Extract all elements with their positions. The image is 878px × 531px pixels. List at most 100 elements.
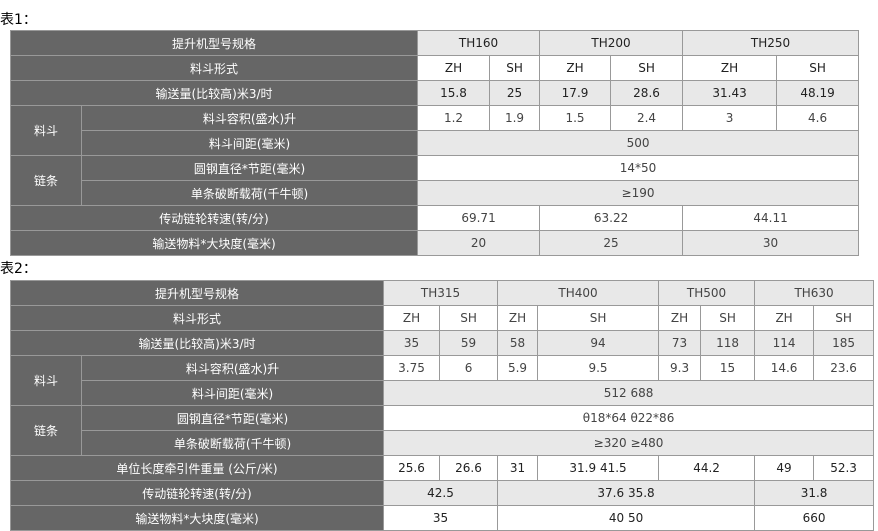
cell: 9.5 [537, 355, 660, 381]
row-label: 单条破断载荷(千牛顿) [80, 430, 385, 456]
table-row: 单条破断载荷(千牛顿) ≥320 ≥480 [11, 430, 875, 456]
cell: ZH [682, 55, 778, 81]
cell: 25 [489, 80, 541, 106]
cell: 35 [383, 505, 499, 531]
model-header: TH160 [417, 30, 541, 56]
group-label: 链条 [10, 155, 82, 206]
row-label: 输送物料*大块度(毫米) [9, 505, 385, 531]
cell: 42.5 [383, 480, 499, 506]
row-label: 输送量(比较高)米3/时 [9, 80, 419, 106]
cell: 28.6 [610, 80, 684, 106]
cell: 1.9 [489, 105, 541, 131]
table-row: 输送物料*大块度(毫米) 20 25 30 [9, 230, 860, 256]
table-row: 料斗形式 ZH SH ZH SH ZH SH [9, 55, 860, 81]
cell: SH [813, 305, 875, 331]
row-label: 料斗间距(毫米) [80, 130, 419, 156]
table-row: 单条破断载荷(千牛顿) ≥190 [11, 180, 860, 206]
table-row: 输送量(比较高)米3/时 15.8 25 17.9 28.6 31.43 48.19 [9, 80, 860, 106]
table-row: 料斗间距(毫米) 512 688 [11, 380, 875, 406]
table-row: 提升机型号规格 TH160 TH200 TH250 [9, 30, 860, 56]
cell: 1.2 [417, 105, 491, 131]
table-row: 传动链轮转速(转/分) 69.71 63.22 44.11 [9, 205, 860, 231]
table-row: 链条 圆钢直径*节距(毫米) 14*50 [10, 155, 860, 206]
cell: 52.3 [813, 455, 875, 481]
cell: 114 [754, 330, 815, 356]
cell: 118 [700, 330, 756, 356]
table-row: 链条 圆钢直径*节距(毫米) θ18*64 θ22*86 [10, 405, 875, 456]
cell: ≥190 [417, 180, 860, 206]
cell: 40 50 [497, 505, 756, 531]
row-label: 单条破断载荷(千牛顿) [80, 180, 419, 206]
cell: 44.2 [658, 455, 756, 481]
row-label: 输送量(比较高)米3/时 [9, 330, 385, 356]
cell: 2.4 [610, 105, 684, 131]
cell: 9.3 [658, 355, 702, 381]
group-label: 料斗 [10, 105, 82, 156]
cell: 500 [417, 130, 860, 156]
row-label: 圆钢直径*节距(毫米) [80, 405, 385, 431]
row-label: 料斗容积(盛水)升 [80, 105, 419, 131]
cell: 512 688 [383, 380, 875, 406]
cell: 6 [439, 355, 499, 381]
cell: 14.6 [754, 355, 815, 381]
row-label: 提升机型号规格 [9, 280, 385, 306]
table-row: 输送量(比较高)米3/时 35 59 58 94 73 118 114 185 [9, 330, 875, 356]
table-row: 料斗 料斗容积(盛水)升 3.75 6 5.9 9.5 9.3 15 14.6 23.6 [10, 355, 875, 406]
cell: SH [700, 305, 756, 331]
cell: 31.8 [754, 480, 875, 506]
cell: 660 [754, 505, 875, 531]
cell: ZH [497, 305, 539, 331]
table-row: 输送物料*大块度(毫米) 35 40 50 660 [9, 505, 875, 531]
cell: SH [776, 55, 860, 81]
cell: 48.19 [776, 80, 860, 106]
cell: SH [610, 55, 684, 81]
cell: 31.43 [682, 80, 778, 106]
cell: 25.6 [383, 455, 441, 481]
cell: 59 [439, 330, 499, 356]
model-header: TH200 [539, 30, 684, 56]
cell: 44.11 [682, 205, 860, 231]
cell: 5.9 [497, 355, 539, 381]
cell: 31 [497, 455, 539, 481]
cell: 49 [754, 455, 815, 481]
cell: ZH [539, 55, 612, 81]
cell: ZH [754, 305, 815, 331]
model-header: TH250 [682, 30, 860, 56]
row-label: 提升机型号规格 [9, 30, 419, 56]
cell: 58 [497, 330, 539, 356]
cell: 63.22 [539, 205, 684, 231]
cell: 69.71 [417, 205, 541, 231]
table1-specs: 提升机型号规格 TH160 TH200 TH250 料斗形式 ZH SH ZH SH Z… [9, 30, 860, 256]
table-row: 料斗 料斗容积(盛水)升 1.2 1.9 1.5 2.4 3 4.6 [10, 105, 860, 156]
cell: 3 [682, 105, 778, 131]
row-label: 料斗形式 [9, 305, 385, 331]
table1-caption: 表1： [0, 12, 37, 28]
cell: SH [537, 305, 660, 331]
row-label: 料斗形式 [9, 55, 419, 81]
cell: ZH [658, 305, 702, 331]
group-label: 链条 [10, 405, 82, 456]
row-label: 料斗间距(毫米) [80, 380, 385, 406]
cell: 1.5 [539, 105, 612, 131]
row-label: 传动链轮转速(转/分) [9, 480, 385, 506]
table-row: 提升机型号规格 TH315 TH400 TH500 TH630 [9, 280, 875, 306]
table-row: 料斗形式 ZH SH ZH SH ZH SH ZH SH [9, 305, 875, 331]
cell: 25 [539, 230, 684, 256]
row-label: 料斗容积(盛水)升 [80, 355, 385, 381]
cell: 23.6 [813, 355, 875, 381]
cell: 185 [813, 330, 875, 356]
table-row: 料斗间距(毫米) 500 [11, 130, 860, 156]
model-header: TH630 [754, 280, 875, 306]
cell: 35 [383, 330, 441, 356]
cell: 26.6 [439, 455, 499, 481]
group-label: 料斗 [10, 355, 82, 406]
model-header: TH400 [497, 280, 660, 306]
cell: 31.9 41.5 [537, 455, 660, 481]
row-label: 圆钢直径*节距(毫米) [80, 155, 419, 181]
cell: SH [439, 305, 499, 331]
table2-caption: 表2： [0, 261, 37, 277]
cell: ZH [417, 55, 491, 81]
cell: 73 [658, 330, 702, 356]
table-row: 单位长度牵引件重量 (公斤/米) 25.6 26.6 31 31.9 41.5 44.2… [9, 455, 875, 481]
row-label: 传动链轮转速(转/分) [9, 205, 419, 231]
